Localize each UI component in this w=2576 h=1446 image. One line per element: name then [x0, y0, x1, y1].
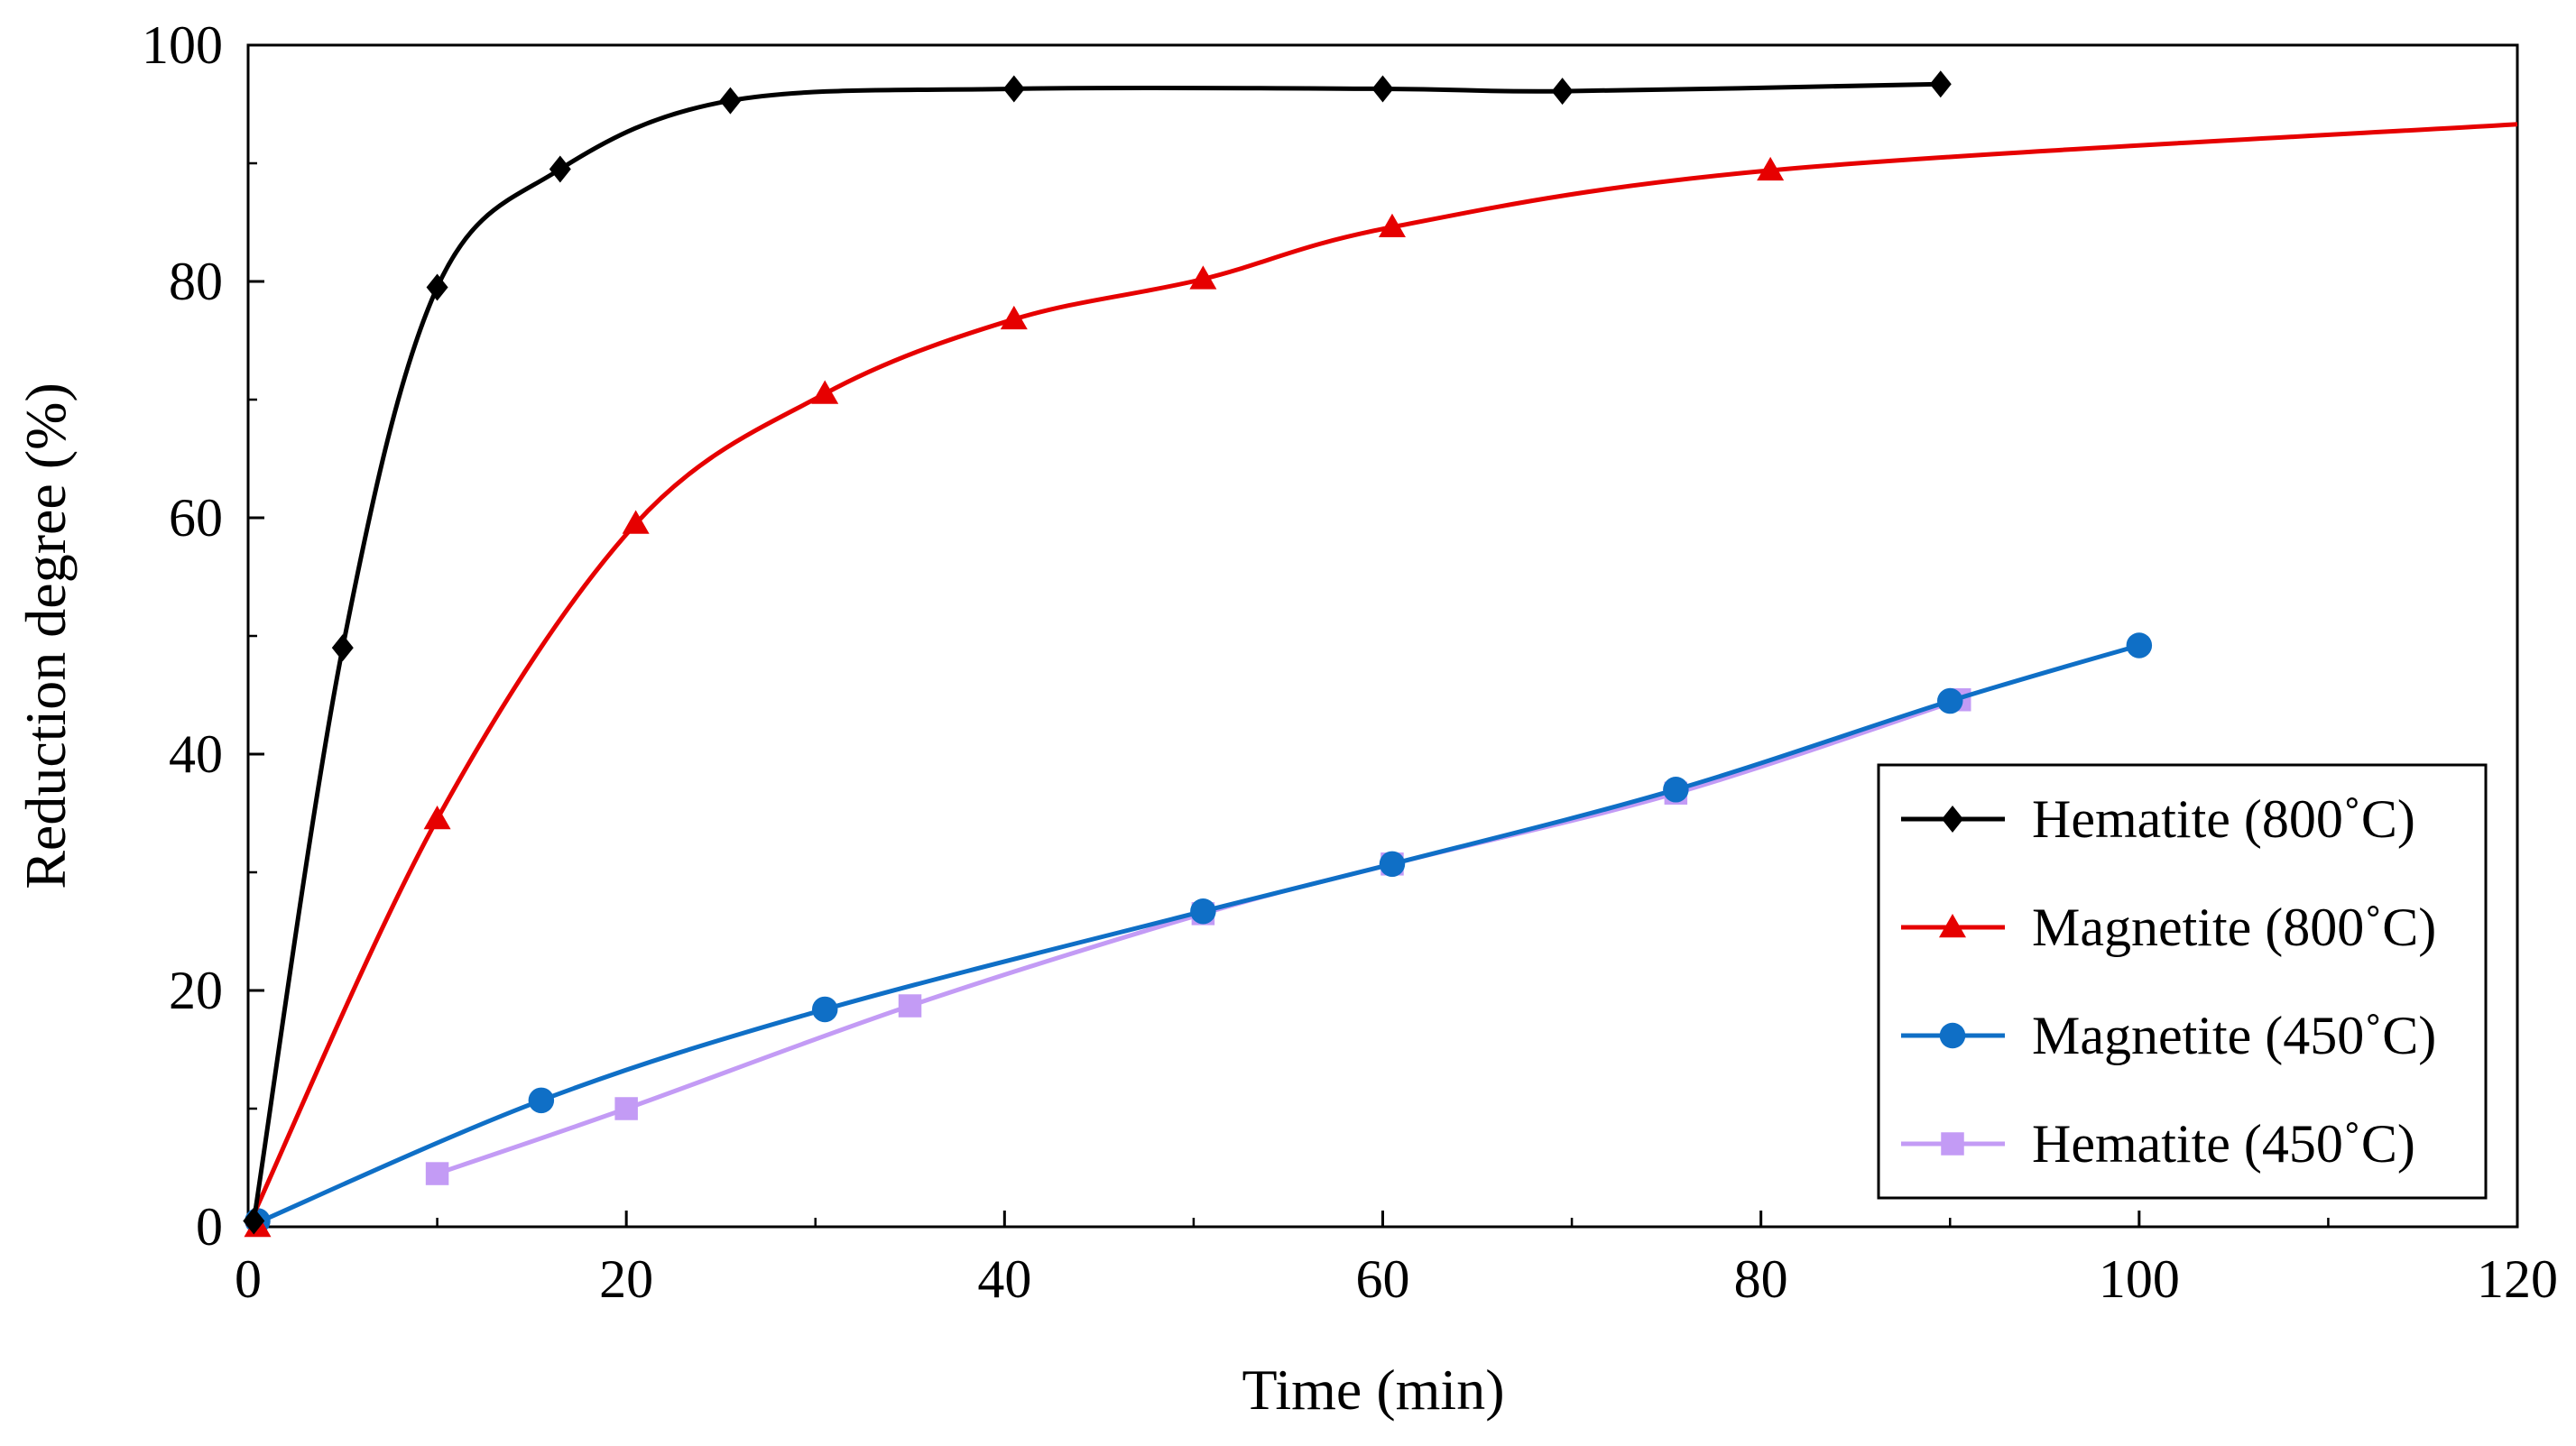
data-point	[719, 87, 742, 115]
series-line	[247, 643, 2140, 1230]
data-point	[1937, 687, 1963, 714]
legend-entry: Magnetite (800˚C)	[1901, 898, 2436, 957]
data-point	[1371, 75, 1394, 103]
data-point	[811, 996, 838, 1023]
series-line	[251, 81, 1941, 1221]
data-point	[331, 634, 354, 662]
x-tick-label: 40	[977, 1249, 1031, 1309]
x-tick-label: 120	[2477, 1249, 2558, 1309]
y-tick-label: 0	[196, 1197, 223, 1257]
series-1	[244, 122, 2518, 1238]
y-tick-label: 100	[142, 15, 223, 75]
series-0	[243, 70, 1952, 1235]
y-tick-label: 20	[169, 961, 223, 1020]
data-point	[1663, 777, 1689, 803]
legend-entry: Hematite (800˚C)	[1901, 789, 2415, 849]
x-axis-title: Time (min)	[1242, 1358, 1505, 1422]
data-point	[1002, 75, 1025, 103]
legend-label: Magnetite (800˚C)	[2032, 898, 2436, 957]
data-point	[528, 1087, 555, 1114]
data-point	[1378, 213, 1406, 237]
y-axis: 0 20 40 60 80 100	[142, 15, 264, 1257]
series-layer	[243, 70, 2518, 1238]
data-point	[426, 273, 448, 301]
legend-box	[1877, 763, 2488, 1200]
legend-marker	[1941, 1132, 1964, 1156]
data-point	[243, 1207, 265, 1235]
data-point	[811, 380, 839, 404]
x-tick-label: 60	[1356, 1249, 1410, 1309]
data-point	[1000, 305, 1028, 330]
data-point	[2126, 632, 2153, 659]
data-point	[1757, 156, 1785, 181]
data-point	[1551, 78, 1574, 106]
x-tick-label: 0	[235, 1249, 262, 1309]
y-axis-title: Reduction degree (%)	[14, 382, 78, 889]
y-tick-label: 80	[169, 252, 223, 311]
legend-entry: Magnetite (450˚C)	[1901, 1006, 2436, 1065]
x-tick-label: 100	[2099, 1249, 2180, 1309]
legend: Hematite (800˚C) Magnetite (800˚C) Magneti…	[1877, 763, 2488, 1200]
legend-marker	[1942, 806, 1963, 833]
data-point	[1379, 851, 1406, 878]
legend-label: Magnetite (450˚C)	[2032, 1006, 2436, 1065]
data-point	[622, 510, 650, 534]
legend-entry: Hematite (450˚C)	[1901, 1114, 2415, 1174]
data-point	[423, 806, 451, 830]
x-axis: 0 20 40 60 80 100 120	[235, 1211, 2558, 1309]
data-point	[549, 155, 571, 183]
legend-label: Hematite (800˚C)	[2032, 789, 2415, 849]
data-point	[1189, 265, 1217, 290]
data-point	[425, 1162, 449, 1185]
series-3	[425, 687, 1971, 1185]
y-tick-label: 40	[169, 724, 223, 784]
legend-label: Hematite (450˚C)	[2032, 1114, 2415, 1174]
data-point	[898, 994, 922, 1018]
data-point	[1929, 70, 1952, 98]
y-tick-label: 60	[169, 488, 223, 548]
data-point	[614, 1097, 638, 1120]
x-tick-label: 80	[1734, 1249, 1788, 1309]
data-point	[1190, 898, 1216, 925]
legend-marker	[1939, 914, 1966, 938]
series-line	[245, 122, 2518, 1229]
legend-marker	[1939, 1022, 1966, 1049]
x-tick-label: 20	[599, 1249, 653, 1309]
